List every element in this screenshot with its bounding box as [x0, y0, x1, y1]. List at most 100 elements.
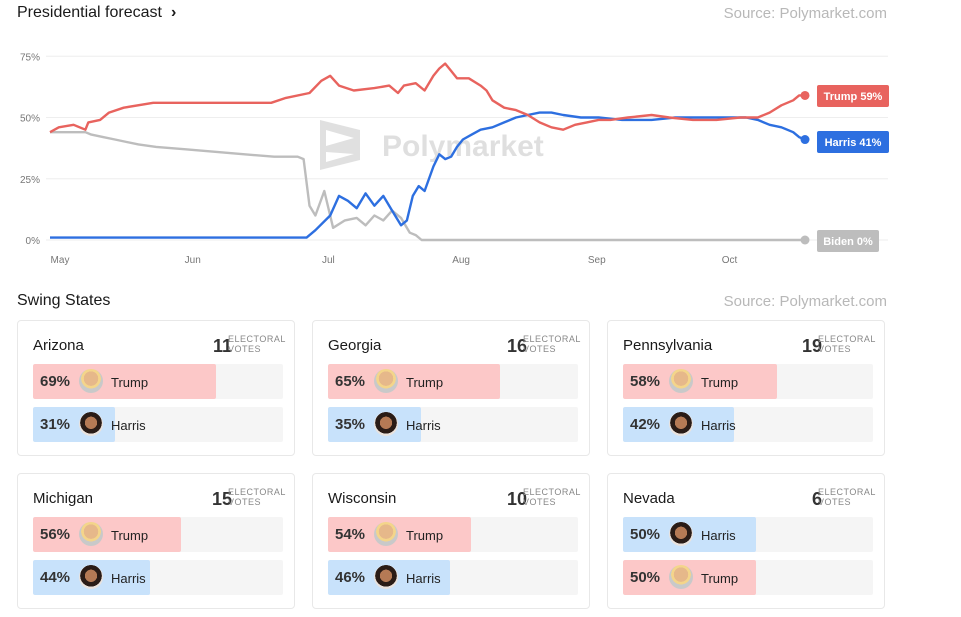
swing-states-source: Source: Polymarket.com: [723, 293, 887, 310]
trump-avatar: [374, 522, 398, 546]
x-tick-label: Oct: [722, 255, 738, 266]
x-tick-label: Jun: [185, 255, 201, 266]
candidate-percent: 54%: [335, 526, 366, 543]
series-line-harris: [50, 111, 806, 239]
candidate-row-trump[interactable]: 56% Trump: [33, 517, 283, 552]
series-line-trump: [49, 62, 805, 134]
forecast-title[interactable]: Presidential forecast ›: [17, 4, 176, 22]
candidate-name: Harris: [406, 418, 441, 433]
candidate-row-harris[interactable]: 50% Harris: [623, 517, 873, 552]
state-name: Pennsylvania: [623, 337, 713, 354]
candidate-percent: 56%: [40, 526, 71, 543]
x-tick-label: Aug: [452, 255, 470, 266]
candidate-name: Trump: [111, 528, 149, 543]
candidate-percent: 46%: [335, 569, 366, 586]
x-tick-label: May: [51, 255, 70, 266]
series-line-biden: [50, 131, 805, 242]
probability-bar: [33, 364, 216, 399]
candidate-percent: 35%: [335, 416, 366, 433]
state-name: Michigan: [33, 490, 94, 507]
y-tick-label: 75%: [20, 52, 40, 63]
candidate-name: Trump: [406, 528, 444, 543]
candidate-row-harris[interactable]: 31% Harris: [33, 407, 283, 442]
electoral-votes-count: 10: [506, 489, 527, 509]
candidate-percent: 50%: [630, 569, 661, 586]
probability-bar: [328, 517, 471, 552]
state-card-wisconsin[interactable]: Wisconsin 10 ELECTORAL VOTES 54% Trump 46…: [312, 473, 590, 609]
trump-avatar: [669, 565, 693, 589]
electoral-votes-label: ELECTORAL VOTES: [818, 487, 876, 507]
electoral-votes-label-text: ELECTORAL VOTES: [818, 334, 876, 354]
state-card-arizona[interactable]: Arizona 11 ELECTORAL VOTES 69% Trump 31% …: [17, 320, 295, 456]
y-tick-label: 25%: [20, 175, 40, 186]
candidate-row-trump[interactable]: 50% Trump: [623, 560, 873, 595]
candidate-name: Harris: [111, 571, 146, 586]
electoral-votes-count: 15: [211, 489, 232, 509]
electoral-votes-count: 19: [801, 336, 822, 356]
candidate-percent: 50%: [630, 526, 661, 543]
state-card-georgia[interactable]: Georgia 16 ELECTORAL VOTES 65% Trump 35% …: [312, 320, 590, 456]
y-tick-label: 50%: [20, 114, 40, 125]
electoral-votes-label: ELECTORAL VOTES: [228, 334, 286, 354]
candidate-name: Harris: [406, 571, 441, 586]
electoral-votes-label-text: ELECTORAL VOTES: [523, 334, 581, 354]
series-end-dot-trump: [800, 90, 810, 100]
candidate-row-trump[interactable]: 54% Trump: [328, 517, 578, 552]
candidate-name: Trump: [406, 375, 444, 390]
x-tick-label: Sep: [588, 255, 606, 266]
candidate-name: Trump: [701, 571, 739, 586]
trump-avatar: [79, 522, 103, 546]
candidate-row-trump[interactable]: 69% Trump: [33, 364, 283, 399]
electoral-votes-label: ELECTORAL VOTES: [228, 487, 286, 507]
candidate-row-harris[interactable]: 35% Harris: [328, 407, 578, 442]
electoral-votes-label-text: ELECTORAL VOTES: [523, 487, 581, 507]
electoral-votes-label-text: ELECTORAL VOTES: [228, 487, 286, 507]
state-name: Georgia: [328, 337, 382, 354]
series-end-badge-biden: [817, 230, 879, 252]
candidate-row-harris[interactable]: 44% Harris: [33, 560, 283, 595]
forecast-source: Source: Polymarket.com: [723, 5, 887, 22]
harris-avatar: [669, 412, 693, 436]
trump-avatar: [374, 369, 398, 393]
probability-bar: [328, 364, 500, 399]
harris-avatar: [374, 565, 398, 589]
series-end-dot-harris: [800, 135, 810, 145]
candidate-row-harris[interactable]: 42% Harris: [623, 407, 873, 442]
candidate-name: Trump: [701, 375, 739, 390]
watermark-text: Polymarket: [382, 130, 544, 163]
harris-avatar: [669, 522, 693, 546]
candidate-percent: 31%: [40, 416, 71, 433]
candidate-name: Trump: [111, 375, 149, 390]
candidate-name: Harris: [111, 418, 146, 433]
series-end-badge-trump: [817, 85, 889, 107]
state-card-nevada[interactable]: Nevada 6 ELECTORAL VOTES 50% Harris 50% T…: [607, 473, 885, 609]
state-name: Wisconsin: [328, 490, 397, 507]
candidate-row-harris[interactable]: 46% Harris: [328, 560, 578, 595]
swing-states-title: Swing States: [17, 292, 111, 309]
electoral-votes-label-text: ELECTORAL VOTES: [818, 487, 876, 507]
forecast-title-text: Presidential forecast: [17, 4, 162, 21]
state-name: Nevada: [623, 490, 675, 507]
candidate-row-trump[interactable]: 58% Trump: [623, 364, 873, 399]
state-card-michigan[interactable]: Michigan 15 ELECTORAL VOTES 56% Trump 44%…: [17, 473, 295, 609]
series-end-dot-biden: [800, 235, 810, 245]
electoral-votes-label-text: ELECTORAL VOTES: [228, 334, 286, 354]
candidate-percent: 44%: [40, 569, 71, 586]
electoral-votes-count: 6: [811, 489, 822, 509]
polymarket-logo-icon: [320, 120, 360, 170]
series-end-label-harris: Harris 41%: [825, 137, 882, 149]
state-card-pennsylvania[interactable]: Pennsylvania 19 ELECTORAL VOTES 58% Trump…: [607, 320, 885, 456]
trump-avatar: [79, 369, 103, 393]
candidate-percent: 58%: [630, 373, 661, 390]
candidate-percent: 42%: [630, 416, 661, 433]
electoral-votes-label: ELECTORAL VOTES: [818, 334, 876, 354]
candidate-percent: 69%: [40, 373, 71, 390]
series-end-label-trump: Trump 59%: [824, 91, 883, 103]
electoral-votes-label: ELECTORAL VOTES: [523, 334, 581, 354]
candidate-row-trump[interactable]: 65% Trump: [328, 364, 578, 399]
state-name: Arizona: [33, 337, 84, 354]
harris-avatar: [79, 565, 103, 589]
forecast-chart: 0% 25% 50% 75% May Jun Jul Aug Sep Oct Polymarket B…: [20, 52, 889, 266]
y-tick-label: 0%: [26, 236, 41, 247]
electoral-votes-count: 11: [212, 336, 232, 356]
